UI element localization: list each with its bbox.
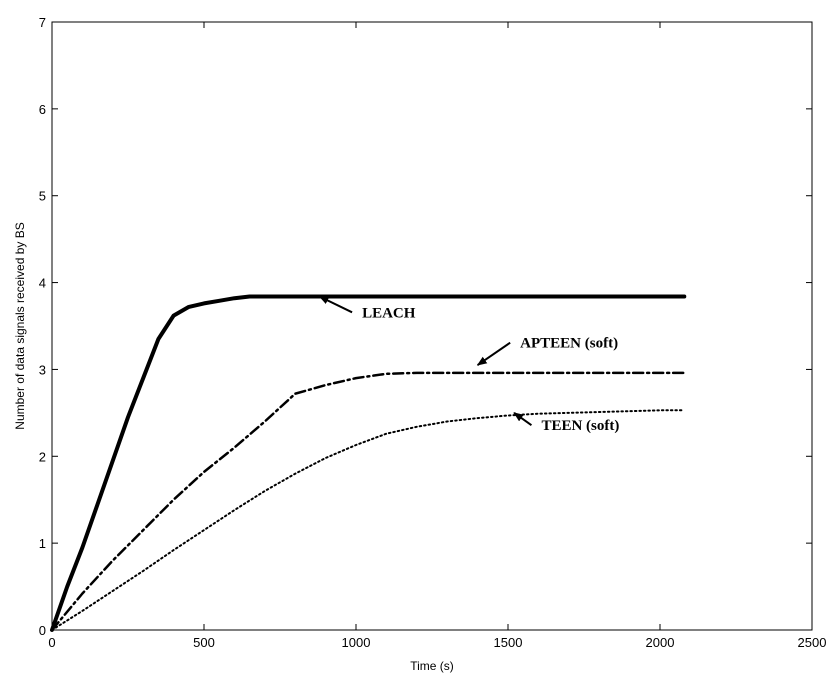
y-tick-label: 7 bbox=[39, 15, 46, 30]
y-tick-label: 1 bbox=[39, 536, 46, 551]
y-tick-label: 3 bbox=[39, 362, 46, 377]
x-tick-label: 1000 bbox=[342, 635, 371, 650]
y-tick-label: 4 bbox=[39, 276, 46, 291]
x-axis-label: Time (s) bbox=[410, 659, 454, 673]
series-line-leach bbox=[50, 294, 687, 632]
annotation-label: TEEN (soft) bbox=[541, 418, 619, 434]
series-layer bbox=[50, 294, 687, 632]
annotation-arrow bbox=[318, 295, 353, 314]
y-axis-label: Number of data signals received by BS bbox=[13, 222, 27, 429]
annotation-layer: LEACH APTEEN (soft) TEEN (soft) bbox=[318, 295, 619, 434]
y-tick-label: 6 bbox=[39, 102, 46, 117]
plot-area-frame bbox=[51, 21, 813, 631]
x-tick-label: 0 bbox=[48, 635, 55, 650]
y-tick-label: 0 bbox=[39, 623, 46, 638]
annotation-arrow bbox=[476, 341, 511, 366]
y-tick-label: 5 bbox=[39, 189, 46, 204]
x-tick-label: 2500 bbox=[798, 635, 827, 650]
y-tick-label: 2 bbox=[39, 449, 46, 464]
series-line-apteen-soft bbox=[50, 371, 686, 632]
annotation-label: APTEEN (soft) bbox=[520, 336, 618, 352]
series-line-teen-soft bbox=[51, 409, 686, 631]
annotation-arrow bbox=[513, 412, 533, 427]
annotation-label: LEACH bbox=[362, 305, 416, 321]
x-tick-label: 500 bbox=[193, 635, 215, 650]
x-tick-label: 1500 bbox=[494, 635, 523, 650]
x-tick-label: 2000 bbox=[646, 635, 675, 650]
y-axis-ticks: 0 1 2 3 4 5 6 7 bbox=[39, 15, 812, 638]
x-axis-ticks: 0 500 1000 1500 2000 2500 bbox=[48, 22, 826, 650]
